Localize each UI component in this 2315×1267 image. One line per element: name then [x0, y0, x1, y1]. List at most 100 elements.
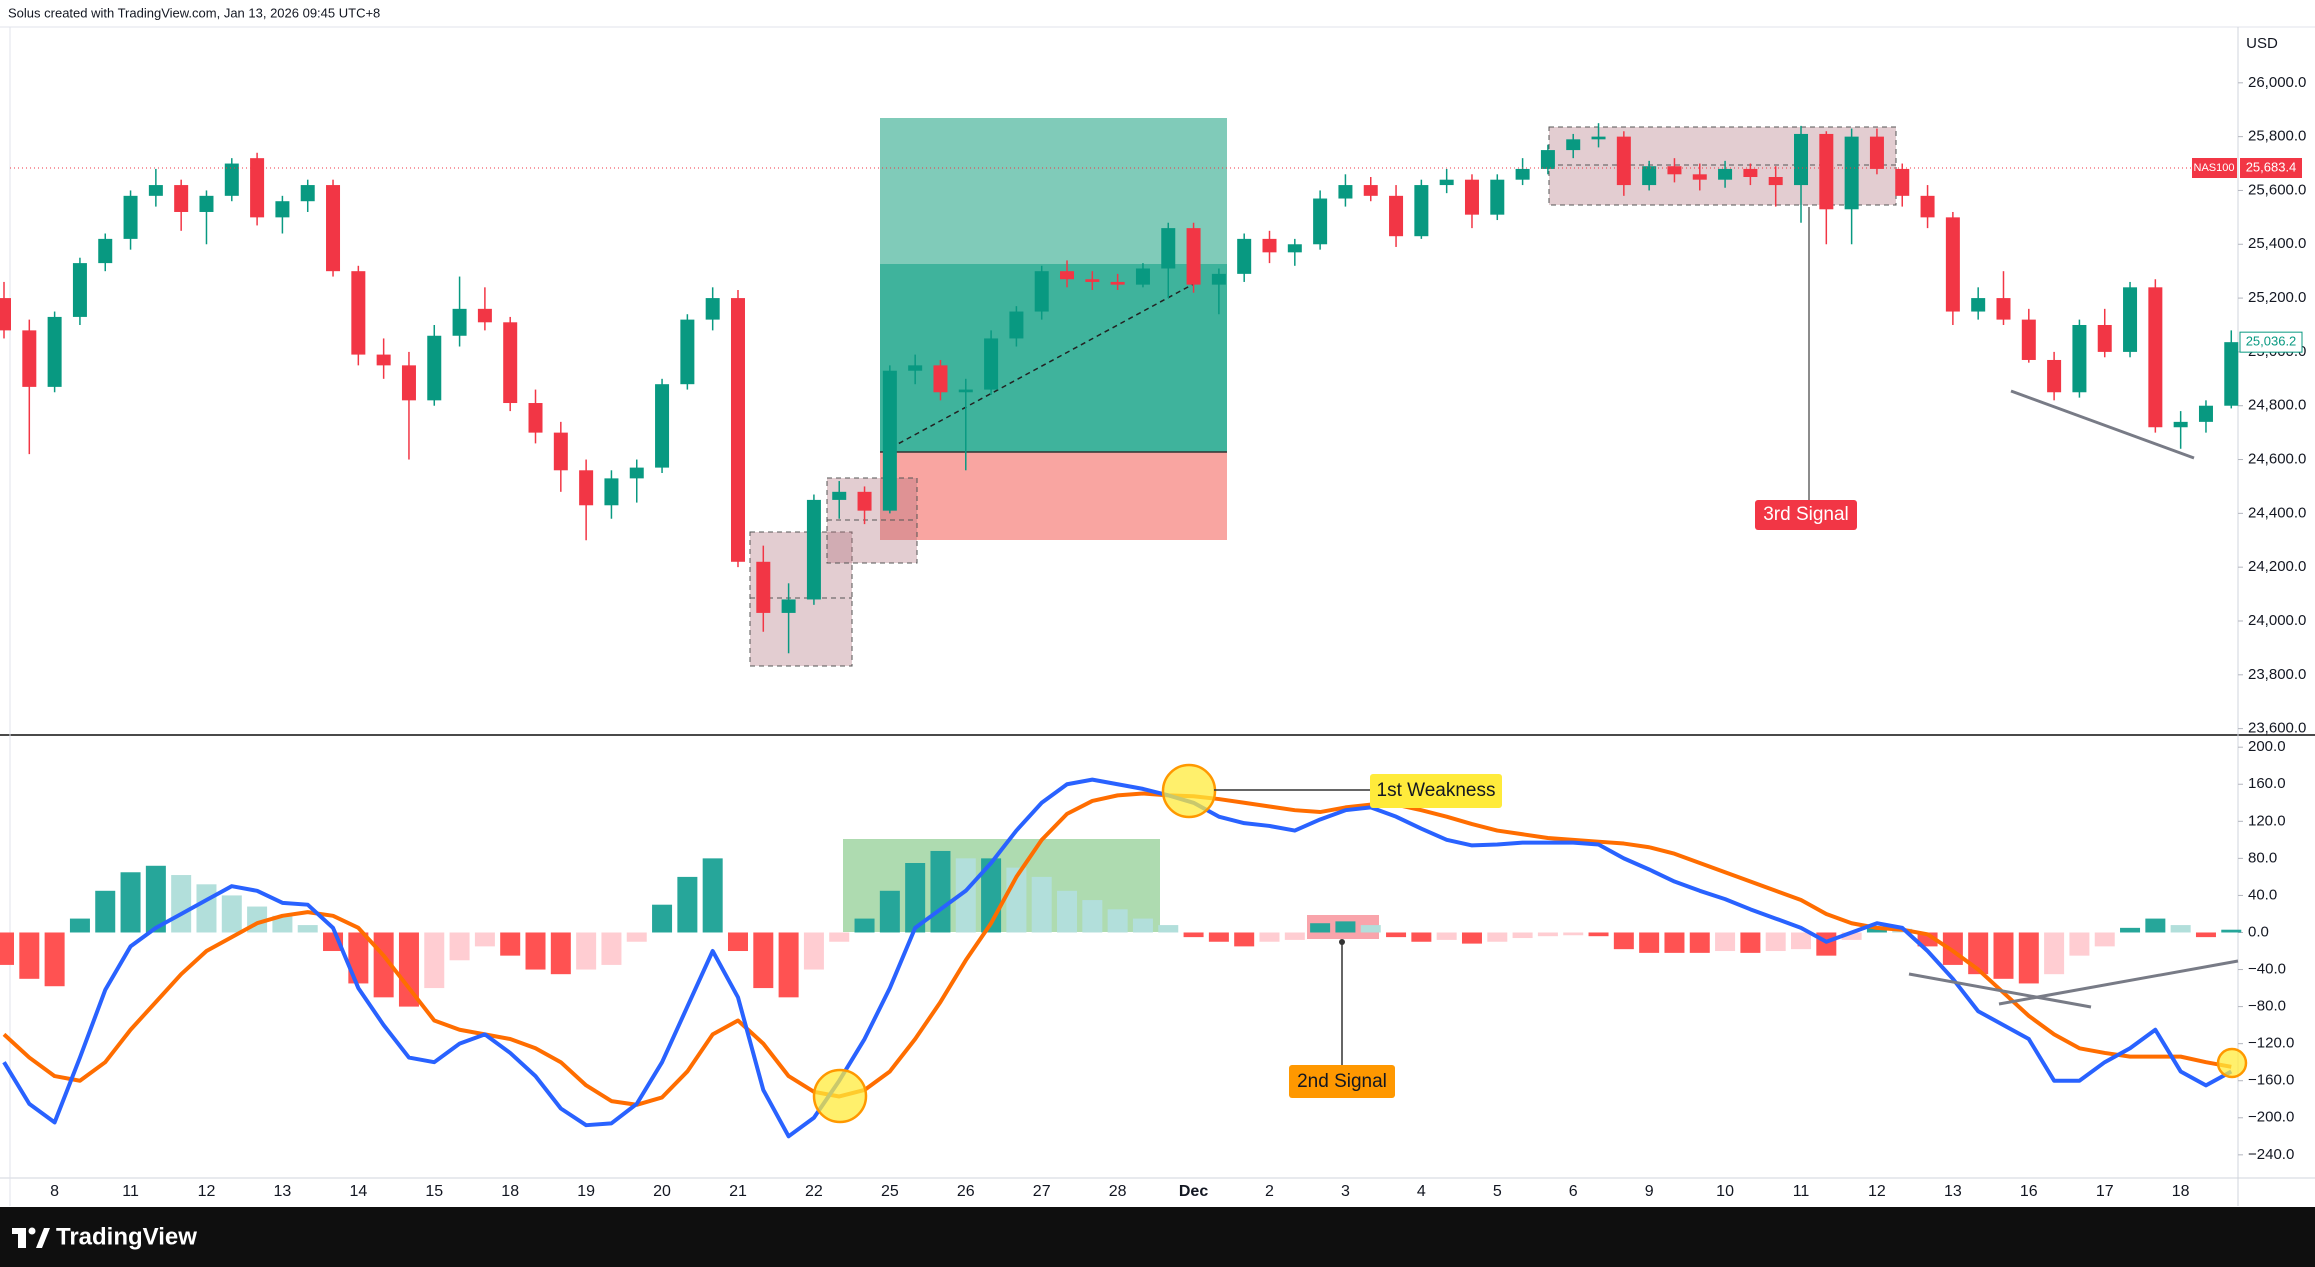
histogram-bar — [879, 890, 900, 933]
y-tick-label: 25,600.0 — [2248, 181, 2306, 198]
last-price-box — [2239, 331, 2303, 353]
histogram-bar — [424, 932, 445, 989]
candle-body — [730, 298, 745, 562]
histogram-bar — [1512, 932, 1533, 939]
candle-body — [1540, 150, 1555, 169]
y-tick-label: 120.0 — [2248, 812, 2286, 829]
histogram-bar — [1057, 890, 1078, 933]
x-tick-label: 26 — [957, 1183, 975, 1200]
symbol-box — [2192, 158, 2237, 179]
candle-body — [2021, 319, 2036, 360]
candle-body — [1060, 271, 1075, 280]
x-tick-label: 12 — [1868, 1183, 1886, 1200]
x-tick-label: 13 — [1944, 1183, 1962, 1200]
candle-body — [1945, 217, 1960, 312]
last-price-label: 25,036.2 — [2246, 334, 2297, 349]
candle-body — [1085, 279, 1100, 282]
candle-body — [174, 185, 189, 212]
candle-body — [1363, 185, 1378, 196]
highlight-circle — [2216, 1047, 2248, 1079]
candle-body — [629, 467, 644, 479]
histogram-bar — [1664, 932, 1685, 953]
price-box — [2240, 158, 2302, 179]
histogram-bar — [2120, 927, 2141, 933]
histogram-bar — [348, 932, 369, 984]
macd-annotations: 1st Weakness 2nd Signal — [812, 763, 2248, 1124]
y-tick-label: 80.0 — [2248, 849, 2277, 866]
histogram-bar — [398, 932, 419, 1007]
annotation: 2nd Signal — [1297, 1071, 1387, 1092]
y-tick-label: −200.0 — [2248, 1109, 2294, 1126]
candle-body — [300, 185, 315, 202]
candle-body — [2198, 405, 2213, 422]
candle-body — [376, 354, 391, 366]
candle-body — [705, 298, 720, 320]
macd-line — [2, 777, 2233, 1139]
y-tick-label: 25,200.0 — [2248, 289, 2306, 306]
candle-body — [756, 561, 771, 613]
label-box — [1370, 774, 1502, 808]
x-tick-label: 18 — [501, 1183, 519, 1200]
label-box — [1755, 500, 1857, 530]
trend-line — [1998, 959, 2239, 1006]
histogram-bar — [1082, 900, 1103, 933]
candle-body — [1667, 166, 1682, 175]
y-tick-label: 25,400.0 — [2248, 235, 2306, 252]
candle-body — [0, 298, 11, 331]
y-tick-label: 24,400.0 — [2248, 504, 2306, 521]
histogram-bar — [854, 918, 875, 933]
highlight-circle — [812, 1068, 868, 1124]
x-tick-label: 22 — [805, 1183, 823, 1200]
stop-zone — [880, 452, 1227, 540]
histogram-bar — [2069, 932, 2090, 956]
symbol-label: NAS100 — [2194, 162, 2235, 174]
candle-body — [1389, 195, 1404, 237]
candle-body — [2047, 359, 2062, 393]
candle-body — [1591, 136, 1606, 140]
candle-body — [72, 263, 87, 317]
histogram-bar — [626, 932, 647, 942]
candle-body — [908, 365, 923, 371]
histogram-bar — [2170, 925, 2191, 933]
candle-body — [1819, 133, 1834, 210]
histogram-bar — [1537, 932, 1558, 937]
time-axis: 8 11 12 13 14 15 18 19 20 21 22 25 26 27 28 Dec 2 3 4 5 6 9 10… — [50, 1183, 2189, 1200]
histogram-bar — [1841, 932, 1862, 940]
candle-body — [1616, 136, 1631, 186]
histogram-bar — [803, 932, 824, 970]
histogram-bar — [702, 858, 723, 933]
candle-body — [1718, 168, 1733, 180]
candle-body — [806, 499, 821, 600]
candle-body — [503, 322, 518, 404]
candle-body — [1692, 174, 1707, 180]
histogram-bar — [120, 872, 141, 933]
histogram-bar — [1411, 932, 1432, 942]
histogram-bar — [1335, 921, 1356, 933]
histogram-bar — [930, 850, 951, 933]
histogram-bar — [1259, 932, 1280, 942]
histogram-bar — [753, 932, 774, 989]
y-tick-label: 24,200.0 — [2248, 558, 2306, 575]
candle-body — [1515, 168, 1530, 180]
candle-body — [2173, 421, 2188, 428]
candle-body — [2224, 342, 2239, 406]
candle-body — [1313, 198, 1328, 245]
x-tick-label: 3 — [1341, 1183, 1350, 1200]
candle-body — [1237, 238, 1252, 274]
candle-body — [1287, 244, 1302, 253]
candle-body — [832, 491, 847, 500]
histogram-bar — [1715, 932, 1736, 952]
candle-body — [1996, 298, 2011, 320]
candle-body — [2072, 324, 2087, 393]
x-tick-label: 8 — [50, 1183, 59, 1200]
logo-part — [36, 1228, 50, 1248]
histogram-bar — [474, 932, 495, 947]
x-tick-label: 9 — [1645, 1183, 1654, 1200]
y-tick-label: 23,600.0 — [2248, 720, 2306, 737]
candle-body — [1110, 281, 1125, 285]
candle-body — [1768, 176, 1783, 186]
candle-body — [1009, 311, 1024, 339]
histogram-bar — [1360, 925, 1381, 933]
candle-body — [1414, 185, 1429, 237]
x-tick-label: 27 — [1033, 1183, 1051, 1200]
